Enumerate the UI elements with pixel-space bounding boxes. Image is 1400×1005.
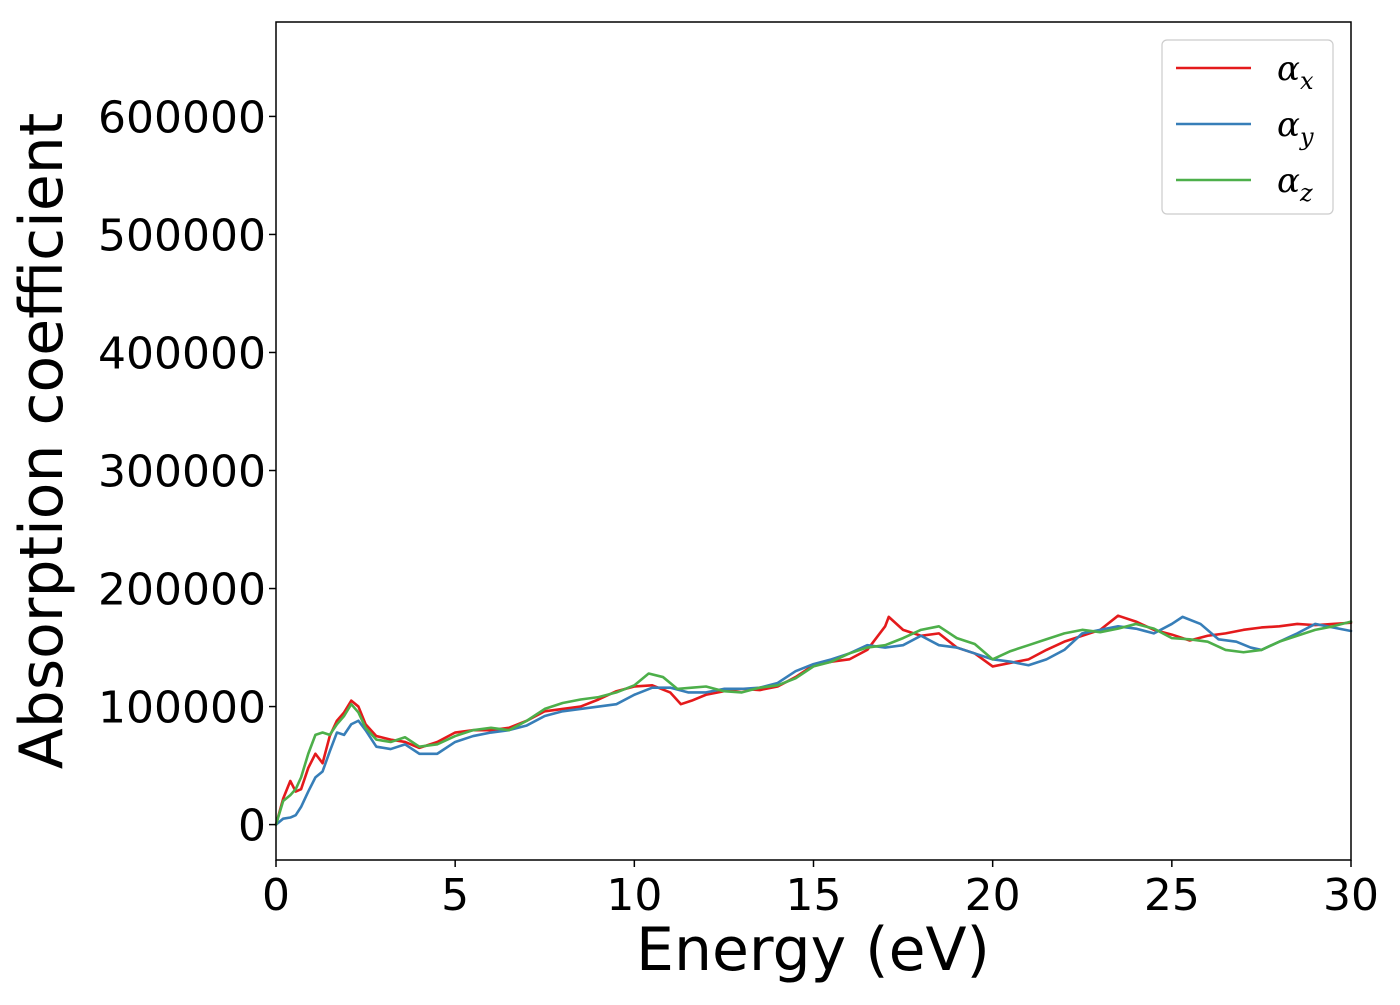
legend-box (1161, 39, 1334, 215)
x-tick-label: 10 (606, 870, 662, 921)
x-tick-label: 30 (1323, 870, 1379, 921)
legend-label-z: αz (1277, 161, 1313, 207)
x-tick-label: 5 (441, 870, 469, 921)
x-axis-label: Energy (eV) (636, 915, 990, 985)
series-line-x (274, 614, 1353, 826)
y-tick-label: 200000 (98, 565, 266, 616)
y-axis-ticks: 0 100000 200000 300000 400000 500000 600000 (98, 92, 276, 852)
x-tick-label: 15 (786, 870, 842, 921)
legend: αx αy αz (1161, 39, 1334, 215)
y-tick-label: 0 (238, 801, 266, 852)
series-layer (274, 614, 1353, 826)
series-line-z (274, 620, 1353, 826)
x-tick-label: 20 (965, 870, 1021, 921)
y-tick-label: 100000 (98, 683, 266, 734)
x-axis-ticks: 0 5 10 15 20 25 30 (262, 860, 1379, 921)
y-tick-label: 500000 (98, 210, 266, 261)
legend-label-y: αy (1277, 105, 1314, 151)
y-tick-label: 600000 (98, 92, 266, 143)
x-tick-label: 0 (262, 870, 290, 921)
x-tick-label: 25 (1144, 870, 1200, 921)
y-tick-label: 400000 (98, 328, 266, 379)
y-axis-label: Absorption coefficient (7, 113, 77, 770)
legend-label-x: αx (1277, 49, 1314, 95)
y-tick-label: 300000 (98, 447, 266, 498)
series-line-y (274, 615, 1353, 826)
